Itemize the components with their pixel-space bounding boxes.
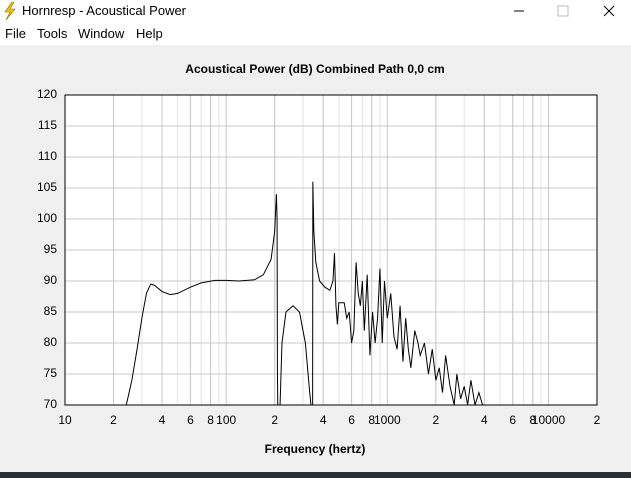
x-tick-label: 2 xyxy=(432,413,439,427)
x-tick-label: 4 xyxy=(159,413,166,427)
plot-border xyxy=(64,94,598,406)
chart-title: Acoustical Power (dB) Combined Path 0,0 … xyxy=(185,62,444,76)
x-tick-label: 4 xyxy=(481,413,488,427)
x-tick-label: 10000 xyxy=(532,413,566,427)
y-tick-label: 85 xyxy=(44,304,58,318)
y-tick-label: 90 xyxy=(44,273,58,287)
menu-bar: File Tools Window Help xyxy=(0,22,631,45)
x-tick-label: 8 xyxy=(207,413,214,427)
y-tick-label: 105 xyxy=(37,180,57,194)
x-tick-label: 8 xyxy=(368,413,375,427)
y-tick-label: 100 xyxy=(37,211,57,225)
menu-item[interactable]: File xyxy=(5,26,26,41)
menu-item[interactable]: Help xyxy=(136,26,163,41)
x-tick-label: 8 xyxy=(530,413,537,427)
x-tick-label: 6 xyxy=(348,413,355,427)
x-tick-label: 2 xyxy=(110,413,117,427)
y-tick-label: 120 xyxy=(37,87,57,101)
menu-item[interactable]: Tools xyxy=(37,26,68,41)
x-tick-label: 4 xyxy=(320,413,327,427)
chart: Acoustical Power (dB) Combined Path 0,0 … xyxy=(37,62,601,456)
close-button[interactable] xyxy=(603,5,615,17)
x-tick-label: 6 xyxy=(187,413,194,427)
x-axis-label: Frequency (hertz) xyxy=(265,442,366,456)
x-tick-label: 6 xyxy=(509,413,516,427)
y-tick-label: 110 xyxy=(38,149,57,163)
x-tick-label: 2 xyxy=(594,413,601,427)
menu-item[interactable]: Window xyxy=(78,26,125,41)
y-tick-label: 95 xyxy=(44,242,58,256)
x-tick-label: 2 xyxy=(271,413,278,427)
y-tick-label: 115 xyxy=(38,118,57,132)
y-tick-label: 70 xyxy=(44,397,58,411)
y-tick-label: 75 xyxy=(44,366,58,380)
title-bar: Hornresp - Acoustical Power xyxy=(0,0,631,22)
window-controls[interactable] xyxy=(511,0,631,22)
app-icon xyxy=(4,2,16,20)
window-title: Hornresp - Acoustical Power xyxy=(22,3,187,18)
maximize-button[interactable] xyxy=(557,5,569,17)
y-tick-label: 80 xyxy=(44,335,58,349)
taskbar-strip xyxy=(0,472,631,478)
x-tick-label: 100 xyxy=(216,413,236,427)
x-tick-label: 10 xyxy=(58,413,72,427)
data-line xyxy=(125,181,484,405)
x-tick-label: 1000 xyxy=(374,413,401,427)
